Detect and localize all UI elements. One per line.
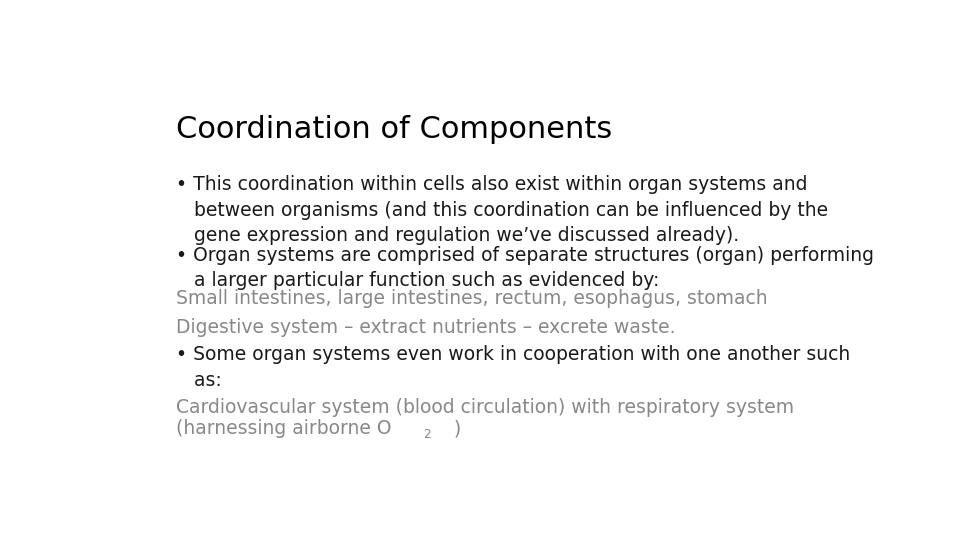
Text: Coordination of Components: Coordination of Components bbox=[176, 114, 612, 144]
Text: 2: 2 bbox=[423, 419, 431, 432]
Text: (harnessing airborne O: (harnessing airborne O bbox=[176, 419, 392, 438]
Text: (harnessing airborne O: (harnessing airborne O bbox=[176, 419, 392, 438]
Text: • This coordination within cells also exist within organ systems and
   between : • This coordination within cells also ex… bbox=[176, 175, 828, 246]
Text: • Some organ systems even work in cooperation with one another such
   as:: • Some organ systems even work in cooper… bbox=[176, 346, 850, 390]
Text: Digestive system – extract nutrients – excrete waste.: Digestive system – extract nutrients – e… bbox=[176, 318, 675, 336]
Text: Cardiovascular system (blood circulation) with respiratory system: Cardiovascular system (blood circulation… bbox=[176, 399, 794, 417]
Text: • Organ systems are comprised of separate structures (organ) performing
   a lar: • Organ systems are comprised of separat… bbox=[176, 246, 874, 291]
Text: 2: 2 bbox=[423, 428, 431, 441]
Text: ): ) bbox=[454, 419, 462, 438]
Text: Small intestines, large intestines, rectum, esophagus, stomach: Small intestines, large intestines, rect… bbox=[176, 288, 767, 307]
